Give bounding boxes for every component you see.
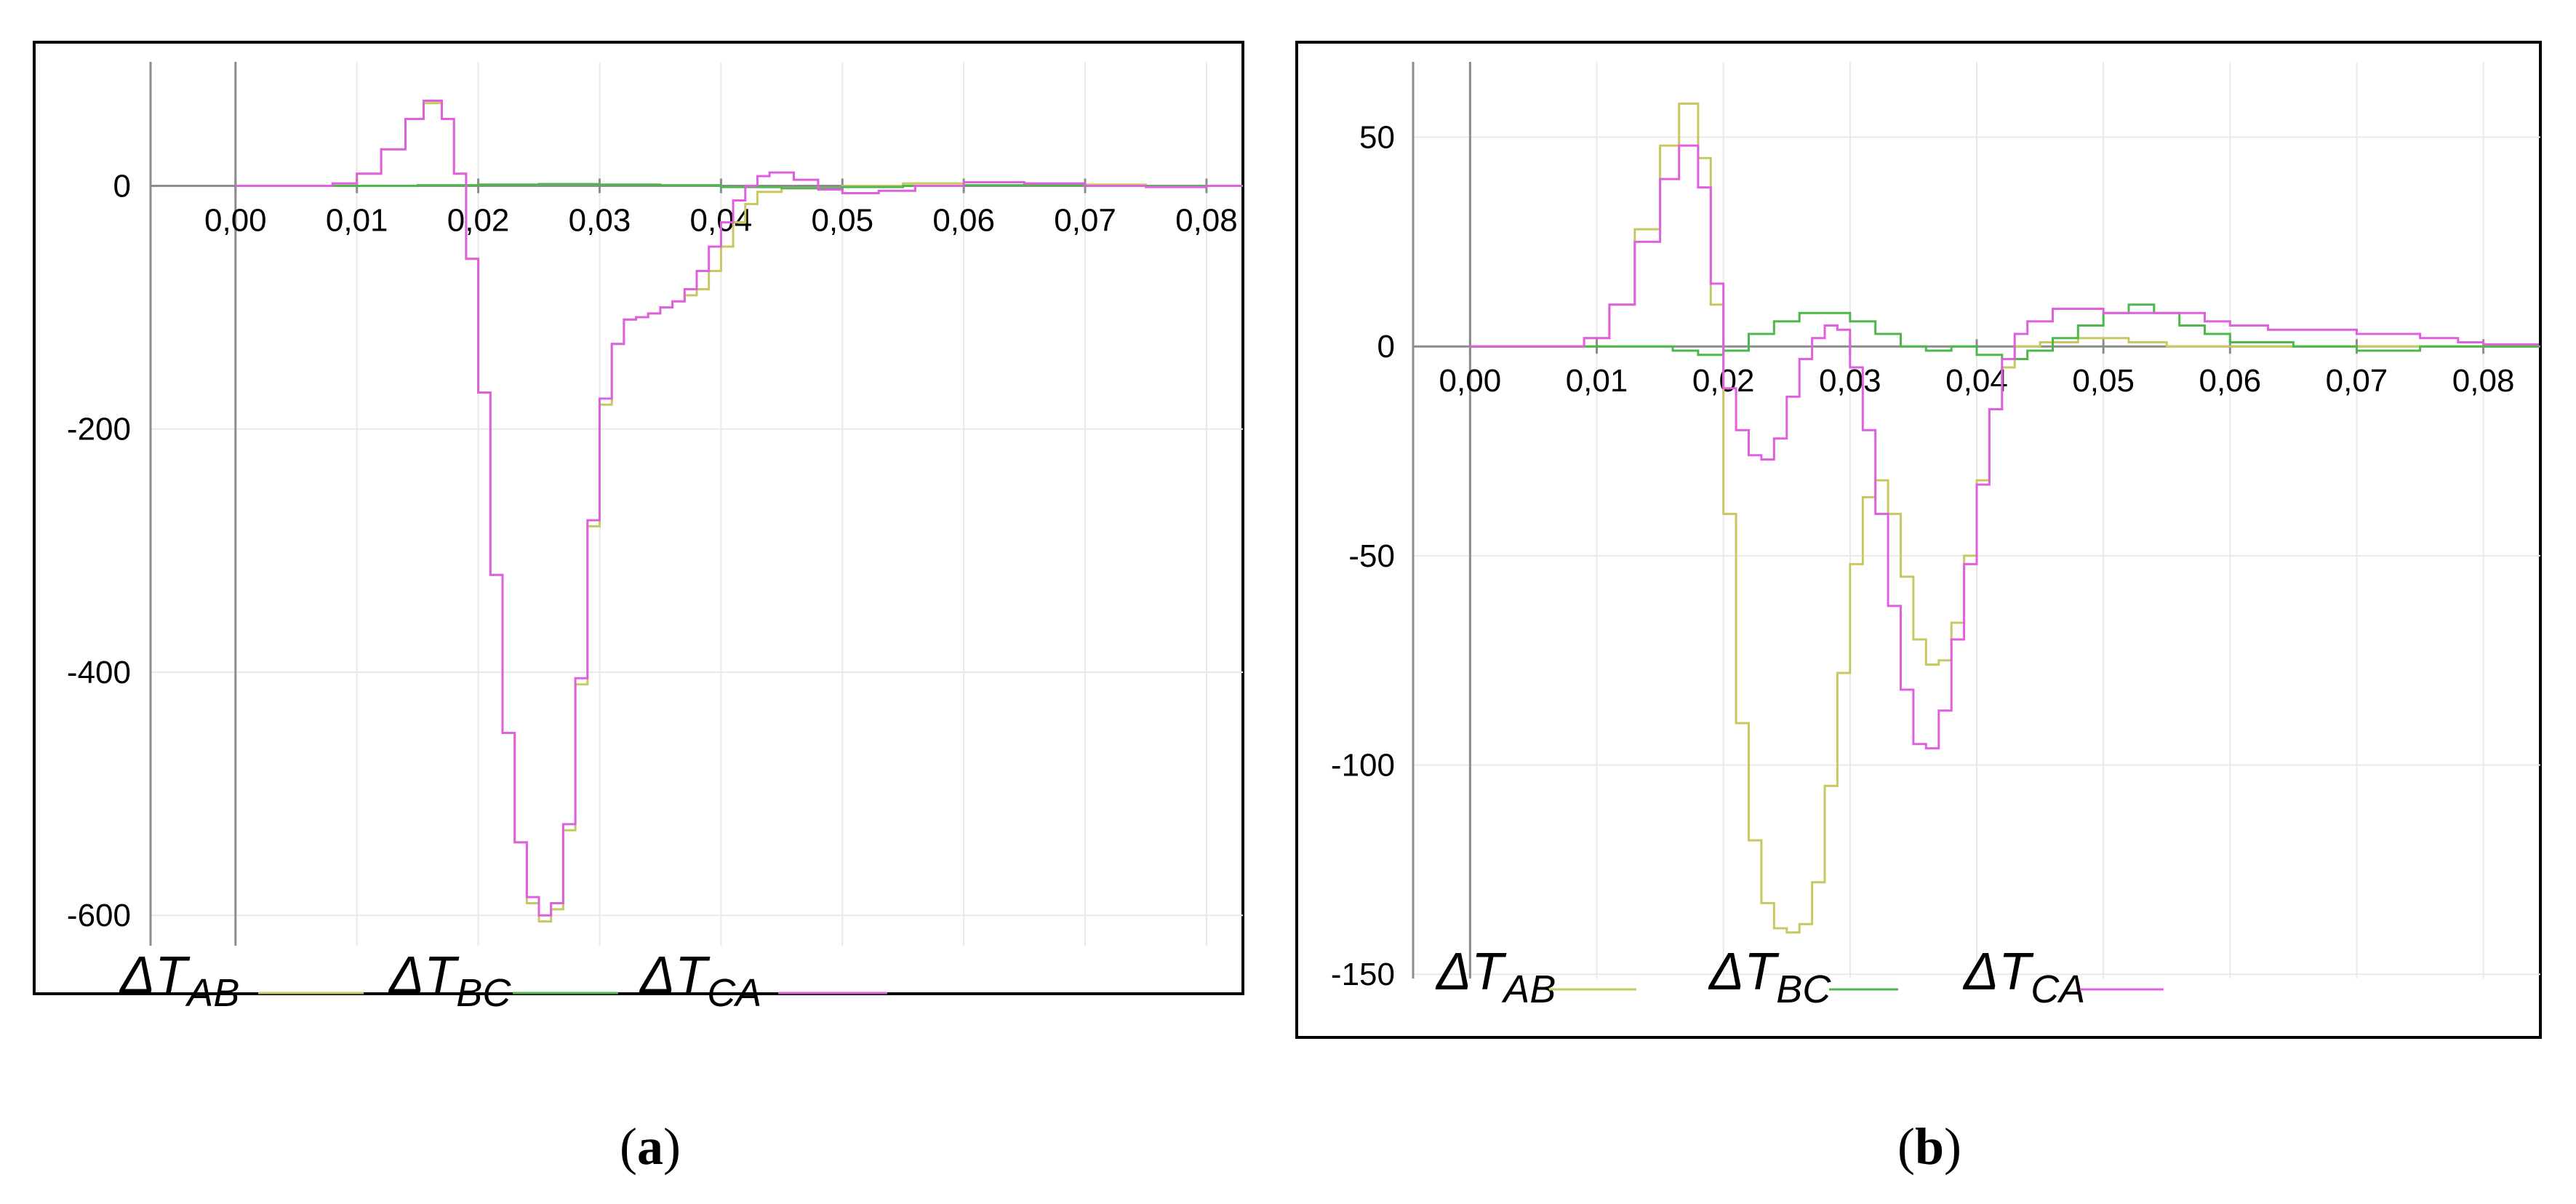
chart-panel-a: 0,00 0,01 0,02 0,03 0,04 0,05 0,06 0,07 0,080-20…	[33, 41, 1244, 1015]
legend-label-ab: ΔTAB	[119, 946, 239, 1015]
series-line-bc	[1470, 303, 2539, 360]
legend-subscript-ab: AB	[1501, 968, 1556, 1011]
legend-label-ca: ΔTCA	[639, 946, 761, 1015]
legend-subscript-bc: BC	[1776, 968, 1831, 1011]
legend-delta-ca: ΔT	[639, 946, 711, 1005]
y-tick-label: -50	[1348, 538, 1395, 574]
x-tick-label: 0,06	[2199, 363, 2261, 399]
x-tick-label: 0,03	[1819, 363, 1881, 399]
x-tick-label: 0,08	[2452, 363, 2515, 399]
legend-delta-bc: ΔT	[388, 946, 460, 1005]
legend-label-ab: ΔTAB	[1435, 943, 1556, 1011]
x-tick-label: 0,02	[447, 202, 510, 238]
y-tick-label: -600	[67, 898, 131, 933]
y-tick-label: 0	[113, 168, 131, 204]
x-tick-label: 0,03	[569, 202, 631, 238]
legend-label-ca: ΔTCA	[1962, 943, 2085, 1011]
y-tick-label: -200	[67, 412, 131, 447]
x-tick-label: 0,04	[1945, 363, 2008, 399]
x-tick-label: 0,05	[811, 202, 873, 238]
x-tick-label: 0,06	[932, 202, 995, 238]
legend-subscript-ca: CA	[2031, 968, 2085, 1011]
legend-subscript-bc: BC	[456, 971, 511, 1015]
x-tick-label: 0,05	[2072, 363, 2135, 399]
legend-subscript-ca: CA	[707, 971, 761, 1015]
y-tick-label: 0	[1377, 329, 1395, 364]
legend-delta-bc: ΔT	[1708, 943, 1780, 1001]
x-tick-label: 0,00	[1439, 363, 1502, 399]
legend-delta-ab: ΔT	[1435, 943, 1507, 1001]
y-tick-label: 50	[1359, 120, 1395, 156]
caption-a-letter: a	[637, 1117, 663, 1176]
legend-label-bc: ΔTBC	[388, 946, 511, 1015]
caption-a: (a)	[620, 1117, 681, 1176]
legend-delta-ab: ΔT	[119, 946, 191, 1005]
y-tick-label: -100	[1331, 748, 1395, 784]
x-tick-label: 0,07	[1054, 202, 1116, 238]
series-line-ca	[1470, 144, 2539, 750]
x-tick-label: 0,07	[2326, 363, 2388, 399]
caption-b: (b)	[1897, 1117, 1961, 1176]
legend-label-bc: ΔTBC	[1708, 943, 1831, 1011]
legend-subscript-ab: AB	[185, 971, 239, 1015]
caption-b-letter: b	[1914, 1117, 1945, 1176]
chart-frame	[1295, 41, 2542, 1039]
y-tick-label: -150	[1331, 957, 1395, 992]
x-tick-label: 0,08	[1175, 202, 1238, 238]
series-line-ca	[235, 100, 1241, 917]
x-tick-label: 0,00	[204, 202, 267, 238]
x-tick-label: 0,01	[326, 202, 388, 238]
legend-delta-ca: ΔT	[1962, 943, 2034, 1001]
y-tick-label: -400	[67, 655, 131, 690]
chart-panel-b: 0,00 0,01 0,02 0,03 0,04 0,05 0,06 0,07 0,08500-…	[1295, 41, 2542, 1039]
x-tick-label: 0,01	[1566, 363, 1628, 399]
